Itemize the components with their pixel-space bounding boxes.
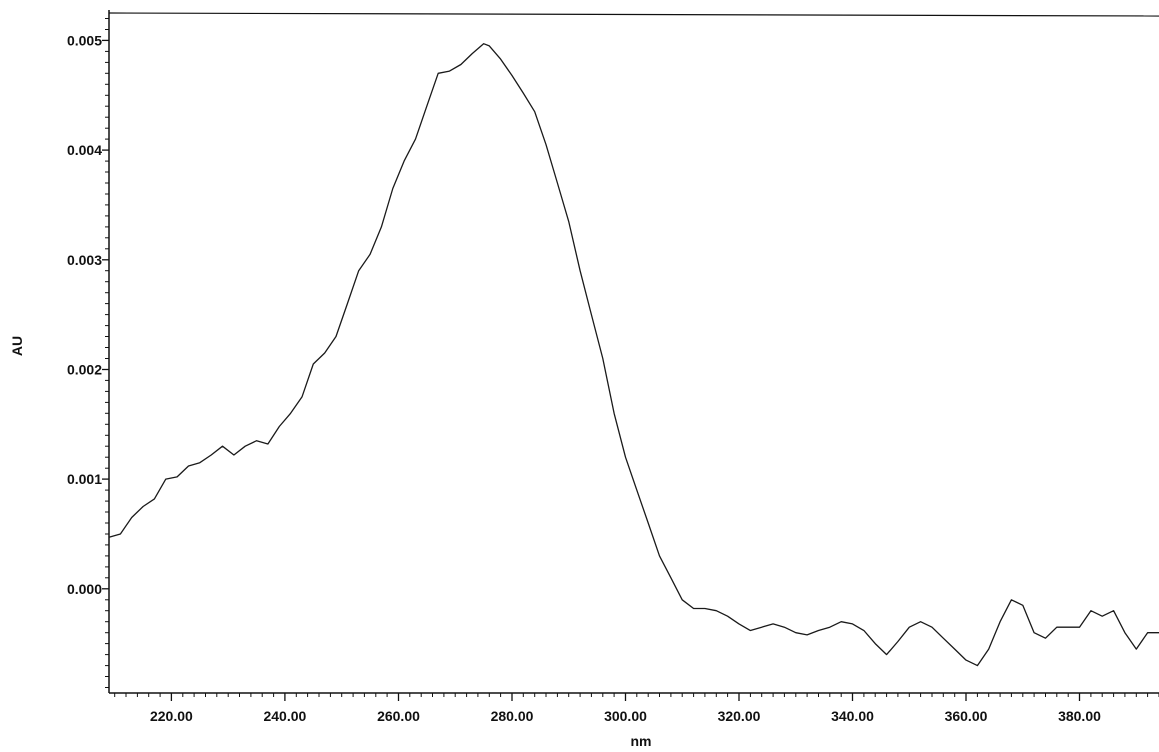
x-tick-label: 300.00 — [604, 708, 647, 724]
y-tick-label: 0.002 — [67, 362, 102, 378]
x-tick-label: 280.00 — [491, 708, 534, 724]
x-major-ticks — [170, 693, 1081, 701]
y-tick-labels: 0.000 0.001 0.002 0.003 0.004 0.005 — [67, 32, 102, 596]
x-tick-label: 340.00 — [831, 708, 874, 724]
x-tick-label: 220.00 — [150, 708, 193, 724]
y-axis-title: AU — [9, 336, 25, 356]
y-tick-label: 0.000 — [67, 581, 102, 597]
absorbance-series-line — [108, 43, 1159, 667]
x-tick-label: 380.00 — [1058, 708, 1101, 724]
y-major-ticks — [102, 39, 109, 590]
y-tick-label: 0.005 — [67, 32, 102, 48]
x-axis-title: nm — [631, 733, 652, 749]
x-tick-labels: 220.00 240.00 260.00 280.00 300.00 320.00 340.… — [150, 708, 1101, 724]
x-tick-label: 360.00 — [945, 708, 988, 724]
y-tick-label: 0.003 — [67, 252, 102, 268]
plot-area — [109, 13, 1159, 693]
y-tick-label: 0.001 — [67, 471, 102, 487]
top-border-line — [108, 12, 1159, 17]
x-tick-label: 260.00 — [377, 708, 420, 724]
x-tick-label: 240.00 — [263, 708, 306, 724]
x-tick-label: 320.00 — [718, 708, 761, 724]
y-tick-label: 0.004 — [67, 142, 102, 158]
